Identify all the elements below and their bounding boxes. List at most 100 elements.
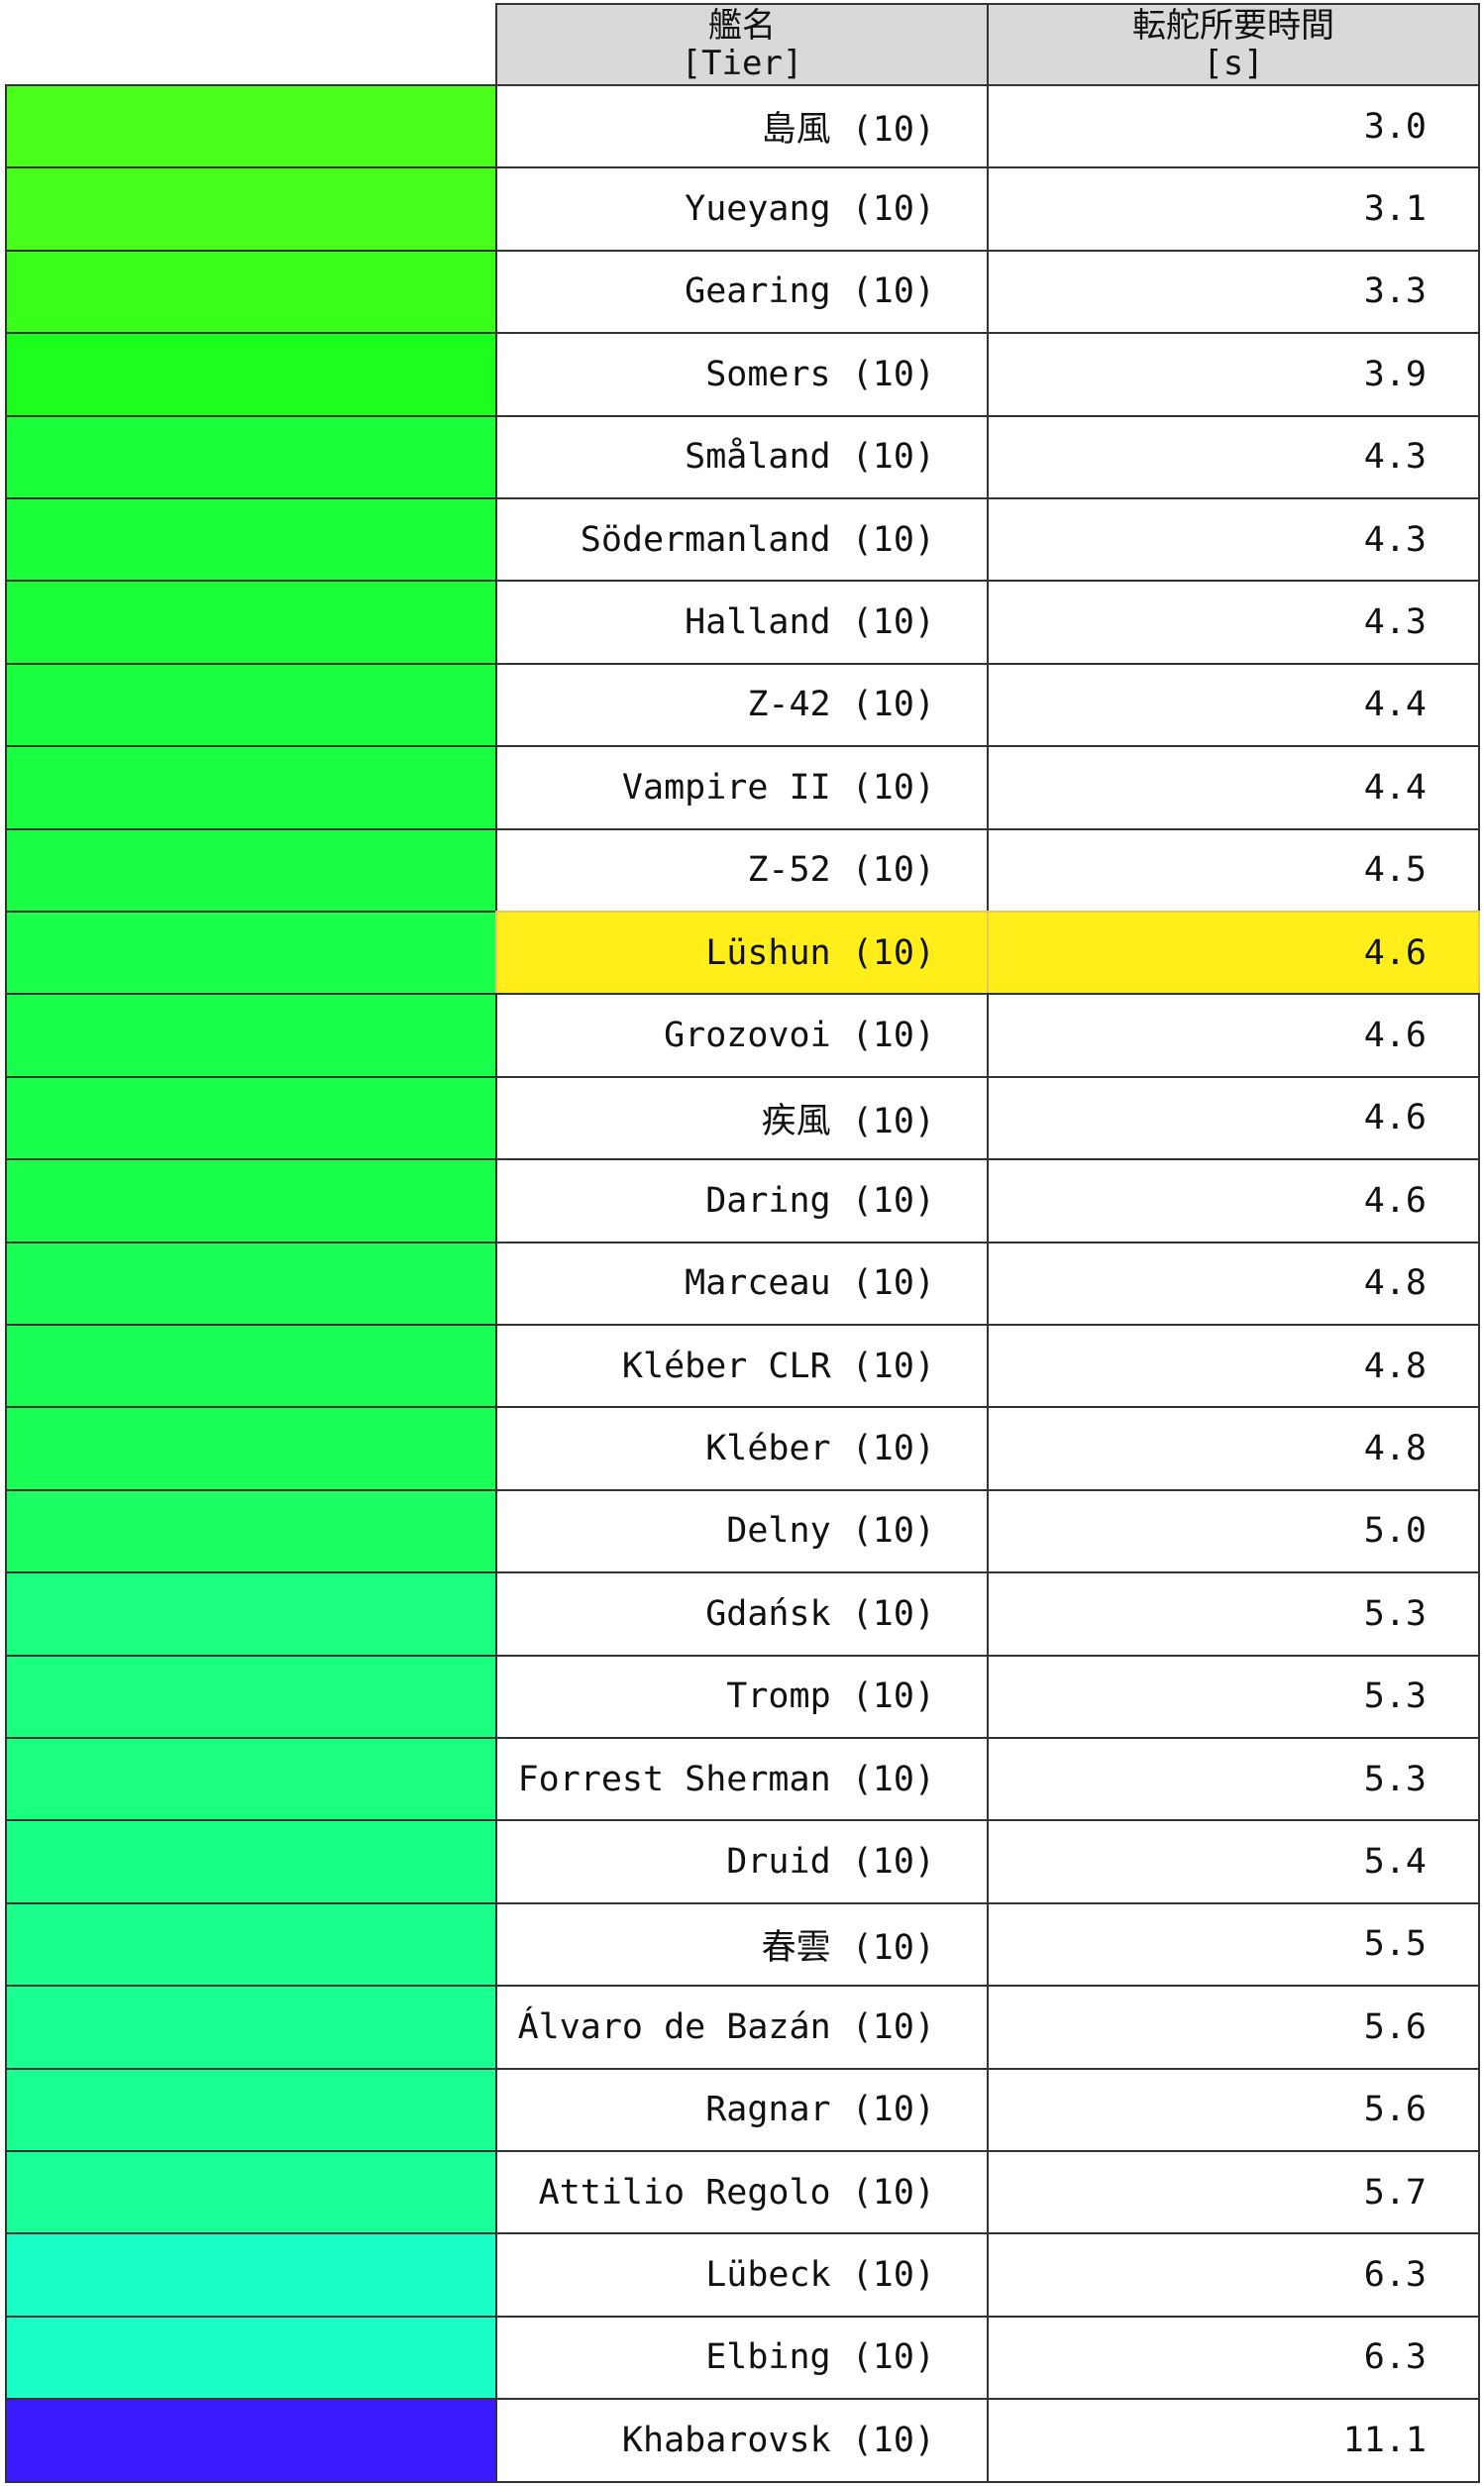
turning-time-cell: 5.7 (987, 2150, 1480, 2235)
ship-name-cell: Vampire II (10) (495, 745, 989, 830)
ship-name-cell: Forrest Sherman (10) (495, 1737, 989, 1822)
ship-name-cell: Druid (10) (495, 1819, 989, 1904)
turning-time-cell: 5.5 (987, 1901, 1480, 1988)
table-row: 春雲 (10) 5.5 (0, 1901, 1484, 1988)
turning-time-cell: 6.3 (987, 2232, 1480, 2318)
turning-time-cell: 11.1 (987, 2398, 1480, 2483)
turning-time-cell: 5.6 (987, 1985, 1480, 2070)
turning-time-cell: 4.5 (987, 827, 1480, 913)
turning-time-cell: 4.3 (987, 580, 1480, 665)
turning-time-cell: 5.3 (987, 1737, 1480, 1822)
ship-name-cell: Södermanland (10) (495, 497, 989, 583)
turning-time-cell: 4.8 (987, 1241, 1480, 1326)
turning-time-cell: 5.3 (987, 1571, 1480, 1657)
ship-name-cell: Khabarovsk (10) (495, 2398, 989, 2483)
ship-name-cell: Z-42 (10) (495, 662, 989, 748)
table-row: Södermanland (10) 4.3 (0, 497, 1484, 583)
ship-name-cell: Z-52 (10) (495, 827, 989, 913)
turning-time-cell: 6.3 (987, 2315, 1480, 2401)
table-row: Kléber CLR (10) 4.8 (0, 1324, 1484, 1409)
color-scale-cell (5, 1737, 497, 1822)
ship-name-cell: Grozovoi (10) (495, 993, 989, 1078)
color-scale-cell (5, 2150, 497, 2235)
color-scale-cell (5, 911, 497, 996)
turning-time-cell: 4.4 (987, 745, 1480, 830)
turning-time-cell: 3.3 (987, 249, 1480, 335)
turning-time-cell: 3.9 (987, 332, 1480, 417)
table-row: Gdańsk (10) 5.3 (0, 1571, 1484, 1657)
turning-time-cell: 5.4 (987, 1819, 1480, 1904)
table-row: Daring (10) 4.6 (0, 1158, 1484, 1243)
ship-name-cell: Gearing (10) (495, 249, 989, 335)
color-scale-cell (5, 249, 497, 335)
table-row: Vampire II (10) 4.4 (0, 745, 1484, 830)
color-scale-cell (5, 993, 497, 1078)
color-scale-cell (5, 1654, 497, 1739)
turning-time-cell: 4.8 (987, 1324, 1480, 1409)
color-scale-cell (5, 580, 497, 665)
ship-name-cell: Daring (10) (495, 1158, 989, 1243)
color-scale-cell (5, 1488, 497, 1574)
color-scale-cell (5, 2398, 497, 2483)
turning-time-cell: 3.0 (987, 84, 1480, 169)
color-scale-cell (5, 1985, 497, 2070)
color-scale-cell (5, 1406, 497, 1491)
turning-time-cell: 3.1 (987, 166, 1480, 252)
table-row: Z-52 (10) 4.5 (0, 827, 1484, 913)
color-scale-cell (5, 166, 497, 252)
table-row: Grozovoi (10) 4.6 (0, 993, 1484, 1078)
turning-time-cell: 5.3 (987, 1654, 1480, 1739)
ship-name-cell: Småland (10) (495, 414, 989, 499)
ship-name-cell: Gdańsk (10) (495, 1571, 989, 1657)
table-row: Attilio Regolo (10) 5.7 (0, 2150, 1484, 2235)
ship-name-cell: Lübeck (10) (495, 2232, 989, 2318)
turning-time-cell: 4.6 (987, 1075, 1480, 1161)
color-scale-cell (5, 1571, 497, 1657)
header-ship-name: 艦名 [Tier] (495, 3, 989, 86)
ship-name-cell: Kléber (10) (495, 1406, 989, 1491)
ship-name-cell: Marceau (10) (495, 1241, 989, 1326)
turning-time-cell: 4.3 (987, 414, 1480, 499)
table-row: Halland (10) 4.3 (0, 580, 1484, 665)
table-row: Gearing (10) 3.3 (0, 249, 1484, 335)
table-row: Somers (10) 3.9 (0, 332, 1484, 417)
ship-name-cell: Yueyang (10) (495, 166, 989, 252)
table-row: Elbing (10) 6.3 (0, 2315, 1484, 2401)
table-row: Khabarovsk (10) 11.1 (0, 2398, 1484, 2483)
table-row: Lübeck (10) 6.3 (0, 2232, 1484, 2318)
table-row: Delny (10) 5.0 (0, 1488, 1484, 1574)
turning-time-cell: 5.6 (987, 2067, 1480, 2152)
table-row: Z-42 (10) 4.4 (0, 662, 1484, 748)
ship-name-cell: 春雲 (10) (495, 1901, 989, 1988)
color-scale-cell (5, 745, 497, 830)
color-scale-cell (5, 2067, 497, 2152)
ship-name-cell: Elbing (10) (495, 2315, 989, 2401)
table-row: Álvaro de Bazán (10) 5.6 (0, 1985, 1484, 2070)
color-scale-cell (5, 1324, 497, 1409)
color-scale-cell (5, 1158, 497, 1243)
table-row: Marceau (10) 4.8 (0, 1241, 1484, 1326)
color-scale-cell (5, 1075, 497, 1161)
ship-name-cell: Attilio Regolo (10) (495, 2150, 989, 2235)
header-turning-time-line1: 転舵所要時間 (1132, 6, 1334, 46)
ship-name-cell: Somers (10) (495, 332, 989, 417)
color-scale-cell (5, 1819, 497, 1904)
table-row: 島風 (10) 3.0 (0, 84, 1484, 169)
ship-name-cell: Ragnar (10) (495, 2067, 989, 2152)
color-scale-cell (5, 414, 497, 499)
ship-name-cell: Lüshun (10) (495, 911, 989, 996)
table-row: Kléber (10) 4.8 (0, 1406, 1484, 1491)
ship-name-cell: Halland (10) (495, 580, 989, 665)
ship-name-cell: Kléber CLR (10) (495, 1324, 989, 1409)
table-row: Ragnar (10) 5.6 (0, 2067, 1484, 2152)
turning-time-cell: 4.6 (987, 911, 1480, 996)
color-scale-cell (5, 2315, 497, 2401)
turning-time-cell: 4.8 (987, 1406, 1480, 1491)
table-row: Yueyang (10) 3.1 (0, 166, 1484, 252)
ship-name-cell: 島風 (10) (495, 84, 989, 169)
color-scale-cell (5, 497, 497, 583)
turning-time-cell: 4.3 (987, 497, 1480, 583)
color-scale-cell (5, 662, 497, 748)
turning-time-cell: 4.6 (987, 1158, 1480, 1243)
